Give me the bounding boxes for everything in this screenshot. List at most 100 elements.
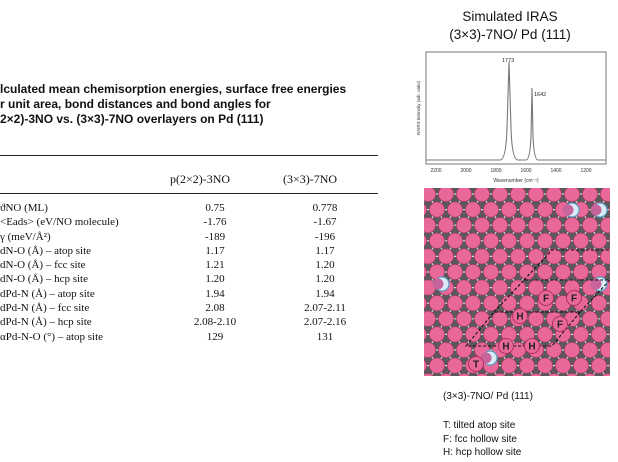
site-marker: H xyxy=(498,338,514,354)
cell-3x3: 1.20 xyxy=(315,273,335,286)
pd-atom xyxy=(564,342,580,358)
site-letter: H xyxy=(528,342,535,353)
spectrum-line xyxy=(426,61,606,161)
pd-atom xyxy=(424,217,436,234)
lattice-structure-image: F F H F H H T xyxy=(424,188,610,376)
plot-frame xyxy=(425,51,607,165)
pd-atom xyxy=(582,188,598,202)
pd-atom xyxy=(600,248,610,265)
pd-atom xyxy=(537,264,553,280)
pd-atom xyxy=(456,342,472,358)
x-tick-label: 2200 xyxy=(430,168,441,174)
pd-atom xyxy=(447,295,463,312)
pd-atom xyxy=(424,328,427,341)
cell-p2x2: 1.21 xyxy=(205,259,225,272)
pd-atom xyxy=(510,188,526,202)
pd-atom xyxy=(512,373,524,376)
pd-atom xyxy=(424,342,436,358)
data-table: ϑNO (ML) 0.75 0.778 <Eads> (eV/NO molecule)… xyxy=(0,201,380,344)
pd-atom xyxy=(438,217,454,234)
pd-atom xyxy=(591,232,607,249)
row-label: γ (meV/Å²) xyxy=(0,230,51,243)
site-letter: H xyxy=(502,342,509,353)
pd-atom xyxy=(447,357,463,374)
pd-atom xyxy=(456,279,472,296)
iras-title-line-2: (3×3)-7NO/ Pd (111) xyxy=(449,27,571,42)
pd-atom xyxy=(573,326,589,343)
pd-atom xyxy=(492,188,508,202)
pd-atom xyxy=(573,264,589,280)
table-row: <Eads> (eV/NO molecule) -1.76 -1.67 xyxy=(0,215,380,229)
cell-3x3: -196 xyxy=(314,230,336,243)
table-row: dN-O (Å) – atop site 1.17 1.17 xyxy=(0,244,380,258)
pd-atom xyxy=(424,373,434,376)
pd-atom xyxy=(429,201,445,218)
peak-label-1773: 1773 xyxy=(502,58,514,64)
cell-3x3: 2.07-2.16 xyxy=(303,316,347,329)
pd-atom xyxy=(600,188,610,202)
pd-atom xyxy=(474,279,490,296)
pd-atom xyxy=(465,232,481,249)
x-tick-label: 1600 xyxy=(520,168,531,174)
n-atom xyxy=(432,278,444,290)
caption-line-1: lculated mean chemisorption energies, su… xyxy=(0,82,347,96)
pd-atom xyxy=(476,373,488,376)
cell-p2x2: 129 xyxy=(206,330,224,343)
pd-atom xyxy=(573,232,589,249)
pd-atom xyxy=(429,357,445,374)
pd-atom xyxy=(474,217,490,234)
iras-xlabel: Wavenumber (cm⁻¹) xyxy=(493,178,539,184)
iras-ylabel: RAIRS intensity (arb. units) xyxy=(416,80,421,135)
caption-line-3: 2×2)-3NO vs. (3×3)-7NO overlayers on Pd … xyxy=(0,112,264,126)
pd-atom xyxy=(424,359,427,372)
pd-atom xyxy=(438,310,454,327)
pd-atom xyxy=(424,203,427,216)
peak-label-1642: 1642 xyxy=(534,92,546,98)
pd-atom xyxy=(492,248,508,265)
x-tick-label: 1400 xyxy=(550,168,561,174)
n-atom xyxy=(562,204,574,216)
site-letter: F xyxy=(557,320,563,331)
pd-atom xyxy=(584,373,596,376)
table-row: dN-O (Å) – hcp site 1.20 1.20 xyxy=(0,272,380,286)
pd-atom xyxy=(537,357,553,374)
iras-title: Simulated IRAS (3×3)-7NO/ Pd (111) xyxy=(410,8,610,44)
site-letter: F xyxy=(571,294,577,305)
pd-atom xyxy=(510,279,526,296)
table-header-rule xyxy=(0,193,378,194)
pd-atom xyxy=(438,342,454,358)
site-marker: H xyxy=(512,308,528,324)
pd-atom xyxy=(447,201,463,218)
pd-atom xyxy=(528,188,544,202)
cell-3x3: 2.07-2.11 xyxy=(304,302,346,315)
pd-atom xyxy=(537,326,553,343)
table-row: ϑNO (ML) 0.75 0.778 xyxy=(0,201,380,215)
pd-atom xyxy=(537,232,553,249)
cell-p2x2: 2.08-2.10 xyxy=(193,316,237,329)
iras-spectrum-plot: RAIRS intensity (arb. units) 1773 1642 2… xyxy=(416,51,607,184)
pd-atom xyxy=(465,326,481,343)
pd-atom xyxy=(447,326,463,343)
table-row: dPd-N (Å) – fcc site 2.08 2.07-2.11 xyxy=(0,301,380,315)
site-marker: F xyxy=(538,290,554,306)
pd-atom xyxy=(528,217,544,234)
pd-atom xyxy=(530,373,542,376)
n-atom xyxy=(590,204,602,216)
pd-atom xyxy=(492,217,508,234)
row-label: ϑNO (ML) xyxy=(0,202,48,214)
pd-atom xyxy=(424,310,436,327)
pd-atom xyxy=(483,201,499,218)
pd-atom xyxy=(492,279,508,296)
cell-p2x2: 0.75 xyxy=(205,202,225,214)
pd-atom xyxy=(564,248,580,265)
row-label: dPd-N (Å) – atop site xyxy=(0,287,95,300)
pd-atom xyxy=(456,217,472,234)
pd-atom xyxy=(519,201,535,218)
pd-atom xyxy=(483,232,499,249)
pd-atom xyxy=(609,205,610,214)
x-tick-label: 1800 xyxy=(490,168,501,174)
pd-atom xyxy=(564,217,580,234)
pd-atom xyxy=(429,326,445,343)
site-legend: T: tilted atop site F: fcc hollow site H… xyxy=(443,419,521,460)
site-letter: H xyxy=(516,312,523,323)
